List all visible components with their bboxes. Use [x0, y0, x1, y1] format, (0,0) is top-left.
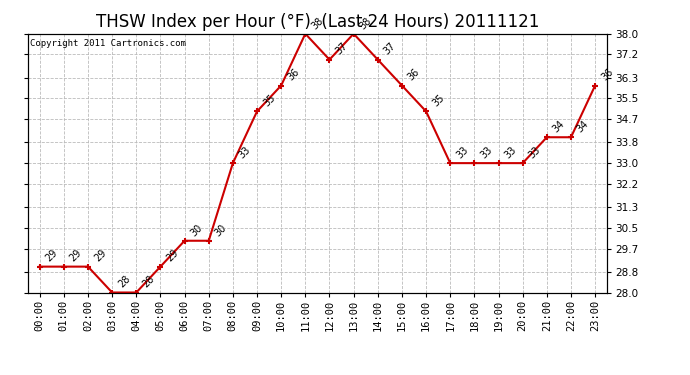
- Text: 37: 37: [382, 41, 397, 57]
- Text: 28: 28: [117, 274, 132, 290]
- Text: 36: 36: [406, 67, 422, 83]
- Text: 37: 37: [334, 41, 349, 57]
- Text: 36: 36: [600, 67, 615, 83]
- Text: 29: 29: [92, 248, 108, 264]
- Text: 33: 33: [503, 145, 518, 160]
- Text: 33: 33: [527, 145, 542, 160]
- Text: 35: 35: [262, 93, 277, 109]
- Text: 38: 38: [358, 15, 373, 31]
- Text: 34: 34: [551, 119, 566, 135]
- Text: 38: 38: [310, 15, 325, 31]
- Text: 29: 29: [165, 248, 180, 264]
- Title: THSW Index per Hour (°F)  (Last 24 Hours) 20111121: THSW Index per Hour (°F) (Last 24 Hours)…: [96, 13, 539, 31]
- Text: 29: 29: [68, 248, 83, 264]
- Text: Copyright 2011 Cartronics.com: Copyright 2011 Cartronics.com: [30, 39, 186, 48]
- Text: 36: 36: [286, 67, 301, 83]
- Text: 33: 33: [237, 145, 253, 160]
- Text: 33: 33: [455, 145, 470, 160]
- Text: 28: 28: [141, 274, 156, 290]
- Text: 30: 30: [213, 222, 228, 238]
- Text: 30: 30: [189, 222, 204, 238]
- Text: 34: 34: [575, 119, 591, 135]
- Text: 33: 33: [479, 145, 494, 160]
- Text: 29: 29: [44, 248, 59, 264]
- Text: 35: 35: [431, 93, 446, 109]
